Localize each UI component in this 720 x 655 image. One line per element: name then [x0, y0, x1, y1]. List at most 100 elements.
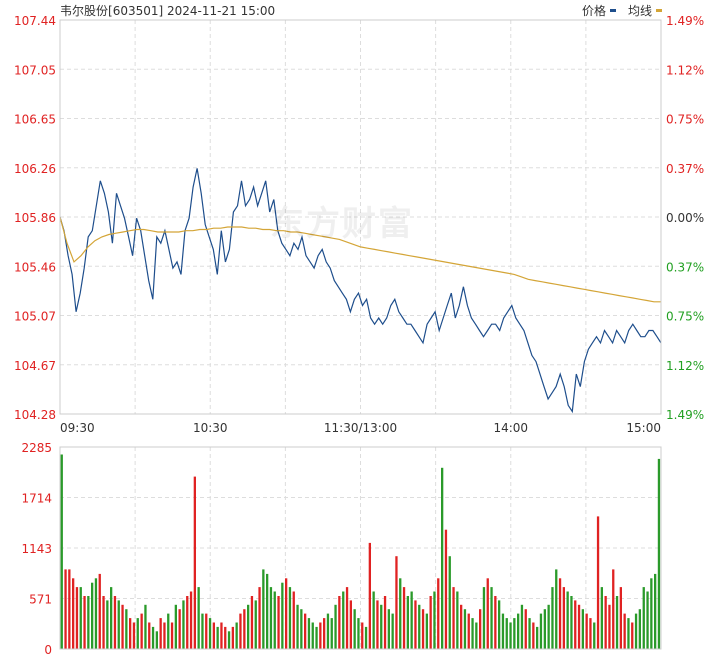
volume-bar [642, 587, 645, 649]
volume-bar [311, 622, 314, 649]
volume-bar [421, 609, 425, 649]
volume-bar [193, 476, 196, 649]
volume-bar [155, 631, 158, 649]
volume-bar [113, 596, 117, 649]
volume-bar [570, 596, 573, 649]
volume-bar [281, 582, 284, 649]
volume-bar [463, 609, 467, 649]
volume-bar [650, 578, 653, 649]
volume-tick-label: 2285 [21, 441, 52, 455]
percent-tick-label: 0.37% [666, 260, 704, 274]
volume-bar [338, 596, 341, 649]
volume-bar [532, 622, 535, 649]
volume-bar [402, 587, 406, 649]
volume-bar [94, 578, 98, 649]
volume-bar [75, 587, 79, 649]
volume-bar [627, 618, 630, 649]
volume-bar [429, 596, 432, 649]
volume-bar [91, 582, 94, 649]
volume-bar [288, 587, 292, 649]
volume-bars [60, 454, 661, 649]
volume-bar [368, 542, 371, 649]
volume-bar [437, 578, 440, 649]
volume-bar [189, 591, 193, 649]
volume-bar [406, 596, 409, 649]
volume-bar [79, 587, 82, 649]
volume-tick-label: 1143 [21, 542, 52, 556]
volume-bar [383, 596, 387, 649]
volume-bar [106, 600, 109, 649]
volume-bar [551, 587, 554, 649]
volume-bar [334, 604, 337, 649]
legend-avg: 均线 [628, 2, 662, 19]
volume-bar [654, 573, 657, 649]
price-tick-label: 107.05 [14, 63, 56, 77]
volume-bar [98, 573, 101, 649]
volume-bar [536, 626, 539, 649]
percent-tick-label: 0.75% [666, 113, 704, 127]
volume-bar [182, 600, 185, 649]
chart-datetime: 2024-11-21 15:00 [167, 4, 276, 18]
volume-bar [68, 569, 71, 649]
volume-bar [231, 626, 234, 649]
volume-bar [623, 613, 626, 649]
price-tick-label: 104.28 [14, 408, 56, 422]
volume-bar [319, 622, 322, 649]
volume-bar [418, 604, 421, 649]
price-tick-label: 106.65 [14, 113, 56, 127]
avg-series-line [59, 216, 661, 303]
volume-bar [212, 622, 215, 649]
volume-bar [596, 516, 600, 649]
volume-bar [353, 609, 356, 649]
volume-bar [615, 596, 619, 649]
volume-tick-label: 1714 [21, 492, 52, 506]
volume-tick-label: 0 [44, 643, 52, 655]
volume-bar [163, 622, 166, 649]
volume-bar [410, 591, 413, 649]
price-panel-frame [59, 19, 662, 415]
volume-bar [170, 622, 174, 649]
volume-bar [296, 604, 299, 649]
price-tick-label: 106.26 [14, 162, 56, 176]
legend-price: 价格 [582, 2, 616, 19]
volume-panel-frame [59, 446, 662, 650]
volume-bar [555, 569, 558, 649]
volume-bar [498, 600, 501, 649]
percent-tick-label: 1.49% [666, 14, 704, 28]
volume-bar [539, 613, 543, 649]
volume-bar [216, 626, 219, 649]
price-tick-label: 104.67 [14, 359, 56, 373]
volume-bar [136, 618, 139, 649]
percent-tick-label: 0.37% [666, 162, 704, 176]
volume-bar [475, 622, 478, 649]
volume-bar [250, 596, 254, 649]
volume-bar [501, 613, 505, 649]
volume-bar [349, 600, 352, 649]
volume-bar [600, 587, 603, 649]
volume-tick-label: 571 [29, 593, 52, 607]
volume-bar [608, 604, 611, 649]
volume-bar [83, 596, 86, 649]
volume-bar [201, 613, 204, 649]
volume-bar [631, 622, 634, 649]
volume-bar [391, 613, 394, 649]
volume-bar [121, 604, 124, 649]
volume-bar [452, 587, 455, 649]
stock-name: 韦尔股份 [60, 4, 109, 18]
volume-bar [482, 587, 486, 649]
volume-bar [72, 578, 75, 649]
volume-bar [140, 613, 143, 649]
time-tick-label: 15:00 [626, 421, 661, 435]
volume-bar [558, 578, 562, 649]
volume-bar [64, 569, 67, 649]
volume-bar [425, 613, 428, 649]
volume-bar [125, 609, 128, 649]
volume-bar [543, 609, 546, 649]
volume-bar [444, 529, 448, 649]
volume-bar [132, 622, 136, 649]
volume-bar [167, 613, 170, 649]
volume-bar [117, 600, 120, 649]
time-tick-label: 14:00 [493, 421, 528, 435]
volume-bar [87, 596, 90, 649]
volume-bar [159, 618, 162, 649]
